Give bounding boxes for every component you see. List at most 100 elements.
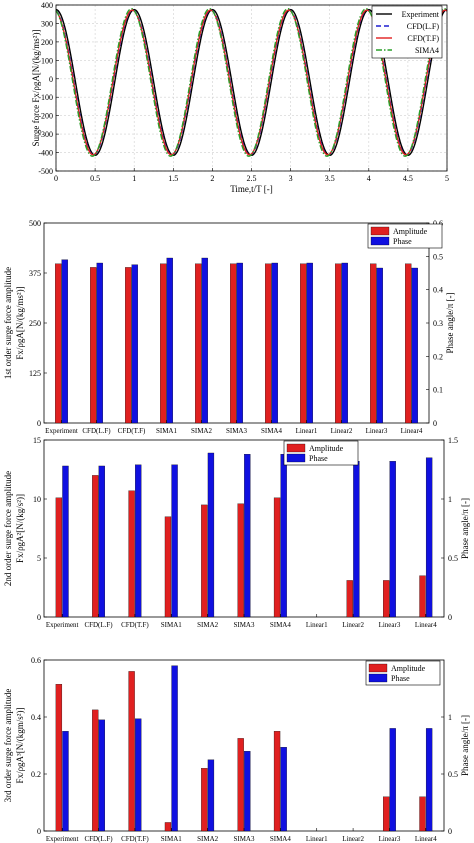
phase-bar [171,464,178,618]
y-tick-label: -100 [38,93,53,102]
y-axis-label: 1st order surge force amplitude [3,267,13,379]
x-tick-label: Linear1 [306,621,328,629]
y-right-tick-label: 0.5 [448,770,458,779]
amplitude-bar [55,684,63,832]
x-tick-label: Linear3 [379,621,401,629]
amplitude-bar [265,263,272,424]
y-tick-label: 400 [41,1,53,10]
phase-bar [411,267,418,424]
y-tick-label: 0.6 [31,656,41,665]
x-tick-label: CFD(L.F) [82,427,111,435]
y-tick-label: 0 [37,827,41,836]
y-tick-label: 100 [41,56,53,65]
x-tick-label: 2 [210,174,214,183]
amplitude-bar [419,575,426,618]
y-right-tick-label: 1 [448,713,452,722]
x-tick-label: SIMA2 [197,835,219,843]
phase-bar [135,464,142,618]
amplitude-bar [405,263,412,424]
y-tick-label: 0 [49,75,53,84]
y-tick-label: -500 [38,167,53,176]
y-axis-label-units: Fx/ρgA²[N/(kg/s²)] [15,494,25,563]
legend-swatch-Amplitude [370,226,390,236]
legend-label: Phase [309,454,328,463]
phase-bar [425,728,433,832]
legend-swatch-Phase [370,236,390,246]
surge-force-time-series: 0 0.5 1 1.5 2 2.5 3 3.5 4 4.5 5 -500 -400 -300 -200 -10… [31,1,449,194]
x-tick-label: SIMA2 [197,621,219,629]
x-tick-label: CFD(L.F) [84,621,113,629]
phase-bar [207,452,215,618]
x-tick-label: Linear1 [296,427,318,435]
x-tick-label: Linear1 [306,835,328,843]
amplitude-bar [125,267,132,424]
legend-label: SIMA4 [415,46,439,55]
phase-bar [271,262,278,424]
phase-bar [244,751,251,832]
x-tick-label: Linear4 [415,835,437,843]
amplitude-bar [237,738,244,832]
y-right-tick-label: 0.6 [433,219,443,228]
amplitude-bar [160,263,167,424]
x-tick-label: Linear3 [366,427,388,435]
x-tick-label: 2.5 [247,174,257,183]
bar-chart-panel-3: Experiment CFD(L.F) CFD(T.F) SIMA1 SIMA2 SIMA… [3,436,470,629]
y-tick-label: 15 [33,436,41,445]
bar-chart-panel-4: Experiment CFD(L.F) CFD(T.F) SIMA1 SIMA2 SIMA… [3,656,470,843]
phase-bar [341,262,348,424]
x-tick-label: Linear4 [415,621,437,629]
y-right-tick-label: 0 [448,613,452,622]
x-tick-label: 4 [367,174,371,183]
series-line-SIMA4 [55,8,448,157]
amplitude-bar [419,796,426,832]
y-tick-label: 0 [37,613,41,622]
amplitude-bar [201,504,208,618]
x-tick-label: CFD(L.F) [84,835,113,843]
y-right-tick-label: 1 [448,495,452,504]
x-tick-label: SIMA4 [270,621,292,629]
bar-chart-panel-2: Experiment CFD(L.F) CFD(T.F) SIMA1 SIMA2 SIMA… [3,219,455,435]
y-tick-label: 0.2 [31,770,41,779]
y-axis-label-units: Fx/ρgA[N/(kg/ms²)] [15,286,25,359]
y-right-tick-label: 0.5 [448,554,458,563]
phase-bar [353,461,360,618]
amplitude-bar [300,263,307,424]
x-tick-label: SIMA3 [233,621,255,629]
phase-bar [62,465,69,618]
y-right-tick-label: 0.4 [433,286,443,295]
phase-bar [376,267,383,424]
phase-bar [207,759,215,832]
amplitude-bar [201,768,208,832]
y-axis-label: 3rd order surge force amplitude [3,689,13,803]
amplitude-bar [55,497,63,618]
y-tick-label: 500 [29,219,41,228]
y-right-axis-label: Phase angle/π [-] [460,498,470,559]
x-tick-label: Experiment [46,621,79,629]
amplitude-bar [383,580,390,618]
y-tick-label: 375 [29,269,41,278]
amplitude-bar [383,796,390,832]
y-right-tick-label: 1.5 [448,436,458,445]
y-tick-label: -200 [38,112,53,121]
x-tick-label: SIMA2 [191,427,213,435]
legend-label: Amplitude [391,664,426,673]
phase-bar [135,718,142,832]
x-tick-label: 4.5 [403,174,413,183]
x-tick-label: 0.5 [90,174,100,183]
amplitude-bar [164,516,172,618]
phase-bar [244,454,251,618]
y-tick-label: 200 [41,38,53,47]
y-right-tick-label: 0 [448,827,452,836]
x-tick-label: SIMA3 [233,835,255,843]
y-tick-label: -400 [38,149,53,158]
y-right-tick-label: 0.5 [433,252,443,261]
amplitude-bar [370,263,377,424]
legend-label: CFD(L.F) [407,22,440,31]
x-tick-label: SIMA4 [270,835,292,843]
y-tick-label: -300 [38,130,53,139]
y-tick-label: 5 [37,554,41,563]
legend-label: CFD(T.F) [407,34,439,43]
x-tick-label: 1 [132,174,136,183]
